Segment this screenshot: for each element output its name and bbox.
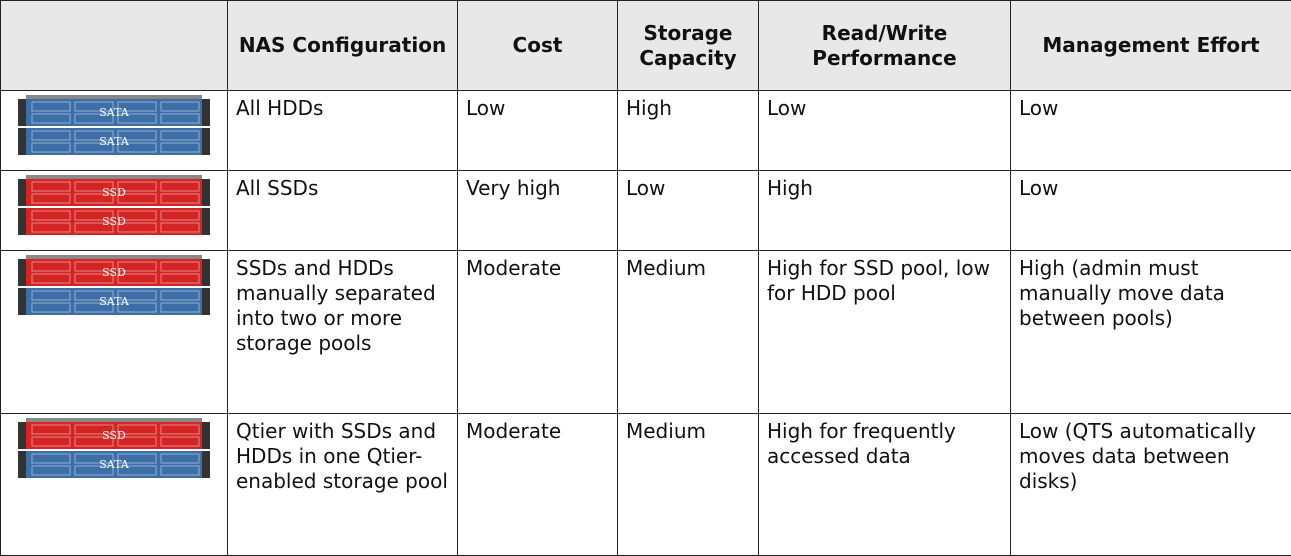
server-ear: [18, 208, 26, 235]
server-top: [26, 175, 202, 179]
server-ear: [18, 99, 26, 126]
table-cell: Low: [618, 171, 759, 251]
server-label: SSD: [102, 429, 126, 442]
table-cell: All SSDs: [228, 171, 458, 251]
server-ear: [202, 422, 210, 449]
server-ear: [202, 208, 210, 235]
header-cell: Cost: [458, 1, 618, 91]
table-cell: High: [759, 171, 1011, 251]
image-cell: SATA SATA: [1, 91, 228, 171]
server-ear: [202, 259, 210, 286]
server-ear: [202, 179, 210, 206]
table-cell: All HDDs: [228, 91, 458, 171]
image-cell: SSD SATA: [1, 251, 228, 414]
table-cell: Low: [1011, 91, 1291, 171]
server-label: SSD: [102, 186, 126, 199]
server-label: SATA: [99, 458, 130, 471]
server-label: SSD: [102, 266, 126, 279]
table-cell: Low: [759, 91, 1011, 171]
server-ear: [18, 128, 26, 155]
server-top: [26, 95, 202, 99]
table-cell: High: [618, 91, 759, 171]
server-ear: [18, 288, 26, 315]
server-label: SATA: [99, 106, 130, 119]
table-cell: High for SSD pool, low for HDD pool: [759, 251, 1011, 414]
server-top: [26, 255, 202, 259]
server-label: SATA: [99, 295, 130, 308]
nas-image: SATA SATA: [18, 95, 210, 157]
table-cell: Medium: [618, 251, 759, 414]
table-row: SSD SATA Qtier with SSDs and HDDs in one Q…: [1, 414, 1291, 556]
table-cell: Moderate: [458, 251, 618, 414]
table-cell: Very high: [458, 171, 618, 251]
server-ear: [18, 422, 26, 449]
table-cell: Low: [1011, 171, 1291, 251]
table-cell: Qtier with SSDs and HDDs in one Qtier-en…: [228, 414, 458, 556]
table-cell: Low: [458, 91, 618, 171]
server-ear: [202, 288, 210, 315]
server-top: [26, 418, 202, 422]
header-cell: NAS Configuration: [228, 1, 458, 91]
server-ear: [202, 128, 210, 155]
server-label: SSD: [102, 215, 126, 228]
server-ear: [18, 259, 26, 286]
header-cell: [1, 1, 228, 91]
nas-image: SSD SATA: [18, 255, 210, 317]
nas-image: SSD SSD: [18, 175, 210, 237]
table-cell: Moderate: [458, 414, 618, 556]
header-cell: Management Effort: [1011, 1, 1291, 91]
server-ear: [18, 179, 26, 206]
image-cell: SSD SATA: [1, 414, 228, 556]
server-ear: [18, 451, 26, 478]
header-cell: Read/Write Performance: [759, 1, 1011, 91]
table-cell: High (admin must manually move data betw…: [1011, 251, 1291, 414]
nas-image: SSD SATA: [18, 418, 210, 480]
server-label: SATA: [99, 135, 130, 148]
server-ear: [202, 99, 210, 126]
table-cell: Low (QTS automatically moves data betwee…: [1011, 414, 1291, 556]
image-cell: SSD SSD: [1, 171, 228, 251]
table-cell: High for frequently accessed data: [759, 414, 1011, 556]
header-cell: Storage Capacity: [618, 1, 759, 91]
table-cell: SSDs and HDDs manually separated into tw…: [228, 251, 458, 414]
server-ear: [202, 451, 210, 478]
table-cell: Medium: [618, 414, 759, 556]
table-row: SSD SATA SSDs and HDDs manually separated …: [1, 251, 1291, 414]
